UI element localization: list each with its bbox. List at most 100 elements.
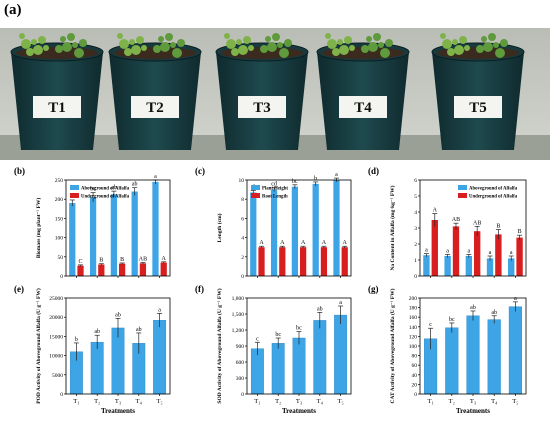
plant-leaf	[224, 33, 230, 39]
plant-leaf	[442, 39, 452, 49]
significance-letter: A	[322, 240, 327, 246]
y-tick-label: 0	[241, 274, 244, 280]
plant-leaf	[483, 42, 493, 52]
significance-letter: b	[314, 176, 317, 182]
legend-label: Plant Height	[262, 187, 288, 192]
y-tick-label: 4	[414, 210, 417, 216]
y-tick-label: 0	[60, 392, 63, 398]
plant-leaf	[60, 36, 66, 42]
bar	[486, 258, 494, 276]
x-tick-label: T₄	[136, 398, 143, 405]
y-tick-label: 2	[414, 242, 417, 248]
x-tick-label: T₃	[115, 398, 121, 405]
y-tick-label: 2	[241, 255, 244, 261]
significance-letter: AB	[473, 220, 481, 226]
plant-leaf	[33, 45, 43, 55]
x-axis-label: Treatments	[282, 407, 316, 415]
y-tick-label: 300	[236, 376, 245, 382]
chart-panel: (e) b ab ab ab a 0 5000 10000 15000 20000 25000 T₁ T₂…	[14, 284, 171, 415]
x-axis-label: Treatments	[456, 407, 490, 415]
pot: T2	[108, 33, 202, 150]
bar	[160, 262, 167, 276]
plant-leaf	[459, 36, 467, 44]
pot-label: T5	[469, 100, 487, 116]
plant-leaf	[284, 39, 292, 47]
bar	[300, 247, 307, 276]
bar	[313, 320, 327, 395]
bar	[423, 255, 430, 276]
plant-leaf	[136, 36, 144, 44]
significance-letter: ab	[94, 329, 100, 335]
plant-leaf	[119, 39, 129, 49]
plant-leaf	[488, 33, 496, 41]
bar	[444, 256, 451, 276]
y-tick-label: 250	[55, 178, 64, 184]
plant-leaf	[131, 45, 141, 55]
significance-letter: A	[280, 240, 285, 246]
bar	[139, 263, 147, 276]
bar	[431, 220, 438, 276]
y-axis-label: POD Activity of Aboveground Alfalfa (U g…	[35, 288, 42, 404]
plant-leaf	[447, 48, 455, 56]
plant-leaf	[248, 45, 254, 51]
plant-leaf	[344, 36, 352, 44]
bar	[516, 237, 523, 276]
plant-leaf	[481, 36, 487, 42]
plant-leaf	[177, 39, 185, 47]
significance-letter: a	[158, 307, 161, 313]
y-tick-label: 20000	[49, 315, 63, 321]
y-tick-label: 6	[414, 178, 417, 184]
plant-leaf	[236, 39, 242, 45]
plant-leaf	[267, 42, 277, 52]
bar	[258, 247, 265, 276]
significance-letter: A	[301, 240, 306, 246]
significance-letter: a	[514, 296, 517, 302]
significance-letter: B	[518, 229, 522, 235]
bar	[292, 337, 306, 395]
plant-leaf	[380, 48, 390, 58]
significance-letter: bc	[292, 179, 298, 185]
pot: T5	[431, 33, 525, 150]
bar	[466, 315, 480, 395]
y-tick-label: 40	[412, 373, 418, 379]
plant-leaf	[238, 45, 248, 55]
plant-leaf	[279, 48, 289, 58]
plant-leaf	[332, 48, 340, 56]
chart-panel: (c)dcdbcbaAAAAA0246810Length (cm)Plant H…	[195, 166, 352, 280]
bar	[320, 247, 328, 276]
bar	[153, 320, 167, 395]
y-tick-label: 160	[409, 315, 418, 321]
plant-leaf	[373, 33, 381, 41]
plant-leaf	[500, 39, 508, 47]
x-tick-label: T₃	[470, 398, 476, 405]
x-tick-label: T₂	[275, 398, 281, 405]
significance-letter: c	[429, 322, 432, 328]
plant-leaf	[43, 45, 49, 51]
plant-leaf	[160, 42, 170, 52]
panel-label-a: (a)	[4, 2, 22, 18]
x-tick-label: T₁	[73, 398, 79, 405]
significance-letter: ab	[111, 185, 117, 191]
significance-letter: a	[339, 300, 342, 306]
significance-letter: bc	[275, 332, 281, 338]
significance-letter: c	[256, 336, 259, 342]
plant-leaf	[226, 39, 236, 49]
plant-leaf	[26, 48, 34, 56]
significance-letter: A	[162, 256, 167, 262]
bar	[508, 258, 515, 276]
significance-letter: ab	[491, 310, 497, 316]
y-tick-label: 180	[409, 306, 418, 312]
charts-area: (b)cbcababaCBBABA050100150200250Biomass …	[14, 166, 527, 415]
y-tick-label: 120	[409, 334, 418, 340]
y-tick-label: 200	[409, 296, 418, 302]
plant-leaf	[452, 39, 458, 45]
pot-label-card	[454, 96, 502, 118]
significance-letter: AB	[139, 257, 147, 263]
plant-leaf	[368, 42, 378, 52]
y-tick-label: 4	[241, 236, 244, 242]
bar	[271, 343, 285, 395]
pots-photo: T1 T2 T3 T4 T5	[0, 28, 550, 160]
pot: T3	[215, 33, 309, 150]
y-tick-label: 600	[236, 360, 245, 366]
plant-leaf	[72, 42, 78, 48]
